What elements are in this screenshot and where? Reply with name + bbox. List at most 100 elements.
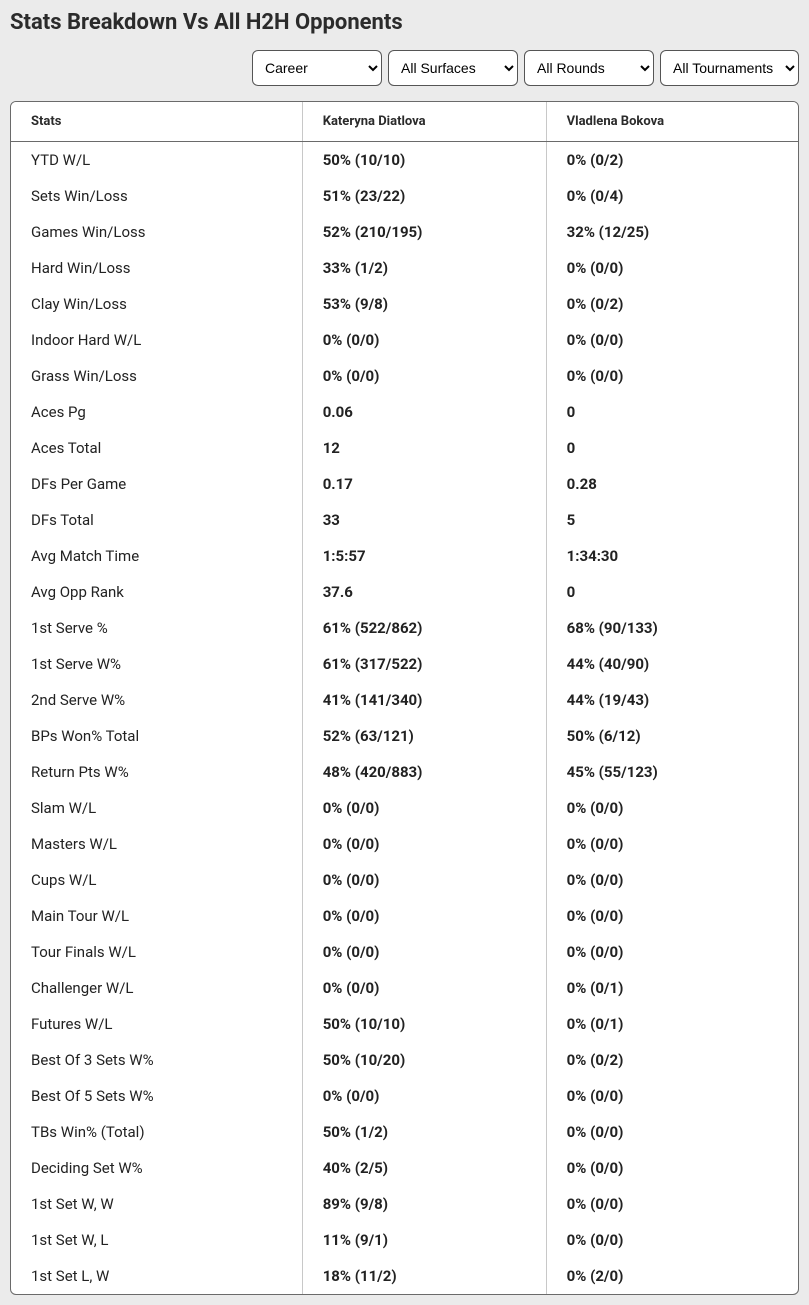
stat-label: BPs Won% Total bbox=[11, 718, 302, 754]
table-header-row: Stats Kateryna Diatlova Vladlena Bokova bbox=[11, 102, 798, 142]
stat-value-player2: 0% (0/0) bbox=[546, 250, 798, 286]
stat-value-player2: 0% (0/1) bbox=[546, 1006, 798, 1042]
table-row: Avg Opp Rank37.60 bbox=[11, 574, 798, 610]
stat-value-player2: 50% (6/12) bbox=[546, 718, 798, 754]
table-row: Cups W/L0% (0/0)0% (0/0) bbox=[11, 862, 798, 898]
stat-value-player1: 53% (9/8) bbox=[302, 286, 546, 322]
stat-value-player1: 33 bbox=[302, 502, 546, 538]
stat-value-player1: 0% (0/0) bbox=[302, 790, 546, 826]
stat-value-player1: 50% (1/2) bbox=[302, 1114, 546, 1150]
table-row: Masters W/L0% (0/0)0% (0/0) bbox=[11, 826, 798, 862]
stat-value-player2: 0% (0/2) bbox=[546, 1042, 798, 1078]
table-row: 2nd Serve W%41% (141/340)44% (19/43) bbox=[11, 682, 798, 718]
stat-value-player2: 0% (0/2) bbox=[546, 286, 798, 322]
stat-value-player2: 0% (0/0) bbox=[546, 1078, 798, 1114]
stat-label: TBs Win% (Total) bbox=[11, 1114, 302, 1150]
table-row: DFs Per Game0.170.28 bbox=[11, 466, 798, 502]
table-row: Indoor Hard W/L0% (0/0)0% (0/0) bbox=[11, 322, 798, 358]
stat-label: Clay Win/Loss bbox=[11, 286, 302, 322]
table-row: TBs Win% (Total)50% (1/2)0% (0/0) bbox=[11, 1114, 798, 1150]
stat-label: 1st Set W, L bbox=[11, 1222, 302, 1258]
table-row: Aces Pg0.060 bbox=[11, 394, 798, 430]
stat-value-player2: 0% (2/0) bbox=[546, 1258, 798, 1294]
stat-label: Best Of 3 Sets W% bbox=[11, 1042, 302, 1078]
stat-value-player2: 0 bbox=[546, 574, 798, 610]
stats-table-container: Stats Kateryna Diatlova Vladlena Bokova … bbox=[10, 101, 799, 1295]
stat-value-player1: 0% (0/0) bbox=[302, 970, 546, 1006]
stat-value-player2: 0 bbox=[546, 394, 798, 430]
table-row: Slam W/L0% (0/0)0% (0/0) bbox=[11, 790, 798, 826]
stat-label: Masters W/L bbox=[11, 826, 302, 862]
stat-value-player2: 0.28 bbox=[546, 466, 798, 502]
tournament-select[interactable]: All Tournaments bbox=[660, 50, 799, 86]
stat-value-player1: 52% (63/121) bbox=[302, 718, 546, 754]
page-title: Stats Breakdown Vs All H2H Opponents bbox=[10, 10, 799, 35]
surface-select[interactable]: All Surfaces bbox=[388, 50, 518, 86]
stat-value-player2: 0 bbox=[546, 430, 798, 466]
stat-value-player1: 0.17 bbox=[302, 466, 546, 502]
stat-label: 1st Serve % bbox=[11, 610, 302, 646]
stat-label: Grass Win/Loss bbox=[11, 358, 302, 394]
stat-label: 2nd Serve W% bbox=[11, 682, 302, 718]
stat-value-player2: 0% (0/0) bbox=[546, 934, 798, 970]
table-row: BPs Won% Total52% (63/121)50% (6/12) bbox=[11, 718, 798, 754]
stat-value-player1: 50% (10/10) bbox=[302, 142, 546, 179]
table-row: Sets Win/Loss51% (23/22)0% (0/4) bbox=[11, 178, 798, 214]
stat-value-player2: 0% (0/0) bbox=[546, 790, 798, 826]
stat-value-player2: 0% (0/0) bbox=[546, 1222, 798, 1258]
stat-value-player1: 89% (9/8) bbox=[302, 1186, 546, 1222]
stat-label: Indoor Hard W/L bbox=[11, 322, 302, 358]
stat-value-player2: 0% (0/0) bbox=[546, 322, 798, 358]
table-row: Avg Match Time1:5:571:34:30 bbox=[11, 538, 798, 574]
stat-label: Futures W/L bbox=[11, 1006, 302, 1042]
table-row: YTD W/L50% (10/10)0% (0/2) bbox=[11, 142, 798, 179]
stat-value-player1: 48% (420/883) bbox=[302, 754, 546, 790]
stat-value-player1: 41% (141/340) bbox=[302, 682, 546, 718]
stat-value-player1: 50% (10/10) bbox=[302, 1006, 546, 1042]
stat-label: Games Win/Loss bbox=[11, 214, 302, 250]
stat-value-player2: 0% (0/0) bbox=[546, 1186, 798, 1222]
col-header-player2: Vladlena Bokova bbox=[546, 102, 798, 142]
filters-bar: Career All Surfaces All Rounds All Tourn… bbox=[10, 50, 799, 86]
stat-value-player2: 0% (0/4) bbox=[546, 178, 798, 214]
stat-value-player2: 0% (0/0) bbox=[546, 1150, 798, 1186]
table-row: 1st Serve W%61% (317/522)44% (40/90) bbox=[11, 646, 798, 682]
period-select[interactable]: Career bbox=[252, 50, 382, 86]
stat-label: Aces Pg bbox=[11, 394, 302, 430]
stat-value-player1: 18% (11/2) bbox=[302, 1258, 546, 1294]
stat-label: Hard Win/Loss bbox=[11, 250, 302, 286]
stat-label: Avg Opp Rank bbox=[11, 574, 302, 610]
stat-value-player2: 44% (40/90) bbox=[546, 646, 798, 682]
stat-label: Sets Win/Loss bbox=[11, 178, 302, 214]
stat-value-player2: 45% (55/123) bbox=[546, 754, 798, 790]
table-row: Best Of 3 Sets W%50% (10/20)0% (0/2) bbox=[11, 1042, 798, 1078]
table-row: Deciding Set W%40% (2/5)0% (0/0) bbox=[11, 1150, 798, 1186]
stat-value-player2: 0% (0/0) bbox=[546, 826, 798, 862]
stat-value-player1: 12 bbox=[302, 430, 546, 466]
table-row: 1st Serve %61% (522/862)68% (90/133) bbox=[11, 610, 798, 646]
stat-value-player1: 0% (0/0) bbox=[302, 934, 546, 970]
stat-value-player2: 0% (0/1) bbox=[546, 970, 798, 1006]
round-select[interactable]: All Rounds bbox=[524, 50, 654, 86]
stat-value-player1: 0% (0/0) bbox=[302, 898, 546, 934]
stat-value-player1: 61% (522/862) bbox=[302, 610, 546, 646]
table-row: Games Win/Loss52% (210/195)32% (12/25) bbox=[11, 214, 798, 250]
stat-label: 1st Set W, W bbox=[11, 1186, 302, 1222]
stat-label: Deciding Set W% bbox=[11, 1150, 302, 1186]
stat-value-player1: 1:5:57 bbox=[302, 538, 546, 574]
table-row: Best Of 5 Sets W%0% (0/0)0% (0/0) bbox=[11, 1078, 798, 1114]
stat-value-player1: 33% (1/2) bbox=[302, 250, 546, 286]
stat-value-player1: 0.06 bbox=[302, 394, 546, 430]
stat-value-player2: 32% (12/25) bbox=[546, 214, 798, 250]
stat-label: Aces Total bbox=[11, 430, 302, 466]
stat-value-player1: 61% (317/522) bbox=[302, 646, 546, 682]
stat-label: Slam W/L bbox=[11, 790, 302, 826]
stat-label: YTD W/L bbox=[11, 142, 302, 179]
stats-table: Stats Kateryna Diatlova Vladlena Bokova … bbox=[11, 102, 798, 1294]
stat-value-player2: 1:34:30 bbox=[546, 538, 798, 574]
table-row: Aces Total120 bbox=[11, 430, 798, 466]
stat-value-player2: 44% (19/43) bbox=[546, 682, 798, 718]
table-row: 1st Set L, W18% (11/2)0% (2/0) bbox=[11, 1258, 798, 1294]
table-row: Return Pts W%48% (420/883)45% (55/123) bbox=[11, 754, 798, 790]
stat-value-player1: 50% (10/20) bbox=[302, 1042, 546, 1078]
